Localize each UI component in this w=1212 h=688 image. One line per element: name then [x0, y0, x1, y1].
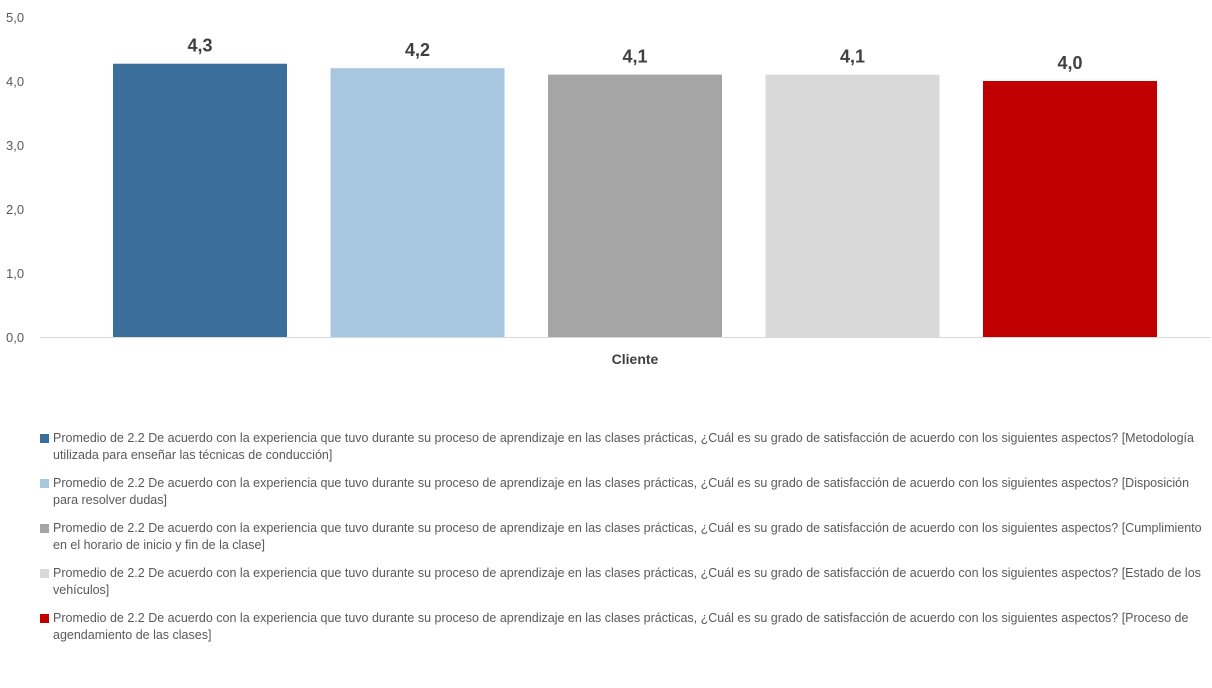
bar — [330, 68, 505, 337]
data-label: 4,2 — [405, 40, 430, 60]
legend-swatch — [40, 614, 49, 623]
legend-item: Promedio de 2.2 De acuerdo con la experi… — [40, 475, 1210, 509]
legend-label: Promedio de 2.2 De acuerdo con la experi… — [53, 521, 1202, 552]
legend-label: Promedio de 2.2 De acuerdo con la experi… — [53, 476, 1190, 507]
data-label: 4,3 — [187, 36, 212, 56]
legend-item: Promedio de 2.2 De acuerdo con la experi… — [40, 565, 1210, 599]
legend-label: Promedio de 2.2 De acuerdo con la experi… — [53, 566, 1201, 597]
bar-chart: 0,0 1,0 2,0 3,0 4,0 5,0 4,3 4,2 4,1 4,1 4,0 Cliente — [6, 10, 1210, 367]
bar — [983, 81, 1157, 337]
y-tick-label: 3,0 — [6, 138, 24, 153]
legend-item: Promedio de 2.2 De acuerdo con la experi… — [40, 520, 1210, 554]
legend: Promedio de 2.2 De acuerdo con la experi… — [40, 430, 1210, 655]
y-tick-label: 2,0 — [6, 202, 24, 217]
data-label: 4,1 — [622, 47, 647, 67]
y-tick-label: 0,0 — [6, 330, 24, 345]
legend-item: Promedio de 2.2 De acuerdo con la experi… — [40, 610, 1210, 644]
y-tick-label: 1,0 — [6, 266, 24, 281]
y-tick-label: 4,0 — [6, 74, 24, 89]
legend-swatch — [40, 434, 49, 443]
data-label: 4,1 — [840, 47, 865, 67]
y-tick-label: 5,0 — [6, 10, 24, 25]
bar — [765, 74, 940, 337]
legend-swatch — [40, 479, 49, 488]
legend-label: Promedio de 2.2 De acuerdo con la experi… — [53, 431, 1194, 462]
legend-label: Promedio de 2.2 De acuerdo con la experi… — [53, 611, 1189, 642]
bar — [113, 63, 287, 337]
legend-swatch — [40, 569, 49, 578]
legend-swatch — [40, 524, 49, 533]
x-category-label: Cliente — [612, 351, 659, 367]
data-label: 4,0 — [1057, 53, 1082, 73]
legend-item: Promedio de 2.2 De acuerdo con la experi… — [40, 430, 1210, 464]
bar — [548, 74, 722, 337]
